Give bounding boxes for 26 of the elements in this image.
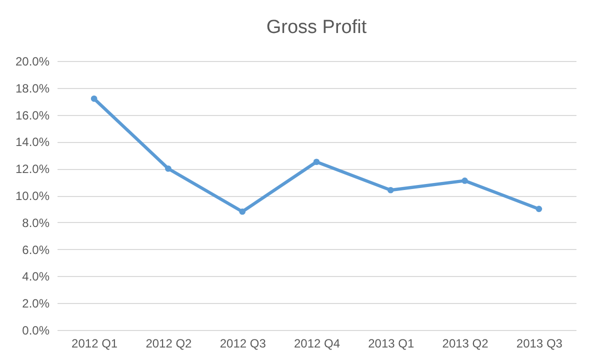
y-tick-label: 6.0%: [22, 242, 50, 257]
x-tick-label: 2013 Q2: [442, 336, 489, 350]
y-tick-label: 16.0%: [15, 108, 50, 122]
x-tick-label: 2012 Q4: [294, 336, 340, 350]
point: [536, 206, 542, 212]
y-tick-label: 18.0%: [15, 81, 50, 96]
y-tick-label: 8.0%: [22, 216, 50, 230]
x-tick-label: 2012 Q3: [220, 336, 266, 350]
y-tick-label: 12.0%: [15, 162, 50, 176]
point: [239, 208, 246, 215]
point: [313, 158, 320, 166]
point: [165, 165, 172, 172]
x-tick-label: 2012 Q1: [72, 336, 118, 350]
y-tick-label: 14.0%: [15, 135, 50, 150]
point: [462, 178, 468, 184]
y-tick-label: 2.0%: [22, 296, 50, 311]
point: [387, 186, 394, 194]
y-tick-label: 0.0%: [22, 324, 50, 338]
x-tick-label: 2012 Q2: [146, 336, 192, 350]
x-tick-label: 2013 Q3: [516, 336, 563, 350]
point: [90, 96, 98, 102]
chart-title: Gross Profit: [266, 17, 368, 38]
y-tick-label: 4.0%: [22, 270, 50, 284]
y-tick-label: 10.0%: [15, 189, 50, 203]
y-tick-label: 20.0%: [15, 54, 50, 68]
x-tick-label: 2013 Q1: [368, 336, 414, 350]
